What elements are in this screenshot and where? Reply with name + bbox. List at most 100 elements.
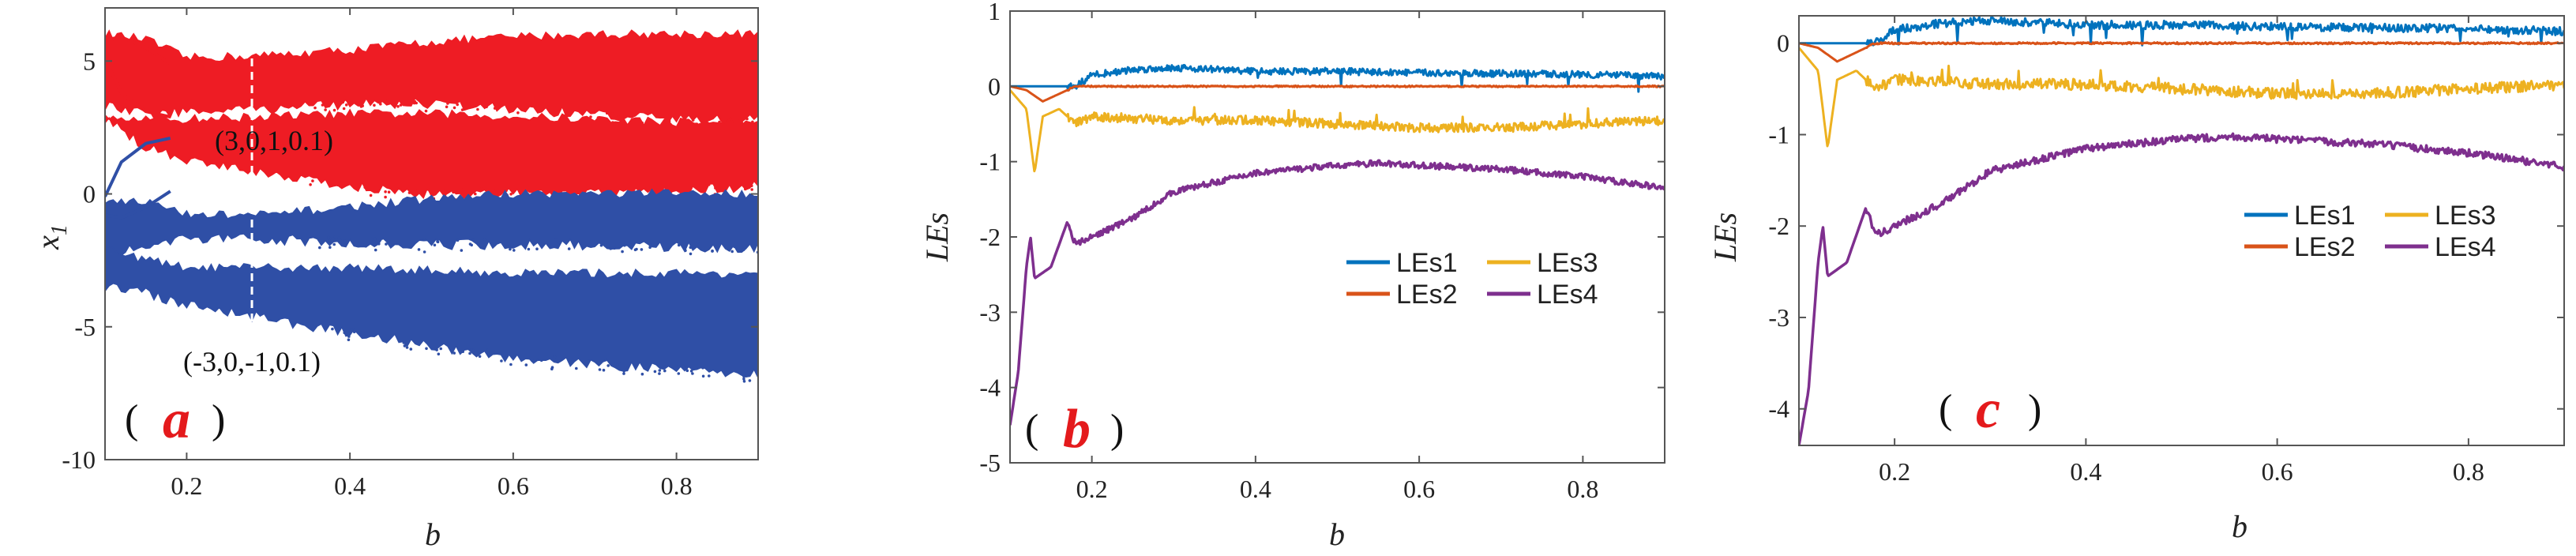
bifurcation-point-red	[492, 188, 495, 191]
bifurcation-point-red	[386, 99, 389, 102]
bifurcation-point-blue	[359, 331, 362, 334]
series-line-les2	[1010, 84, 1665, 103]
bifurcation-point-red	[520, 104, 524, 108]
bifurcation-point-blue	[623, 243, 626, 247]
bifurcation-point-red	[703, 187, 706, 190]
bifurcation-point-red	[399, 103, 403, 107]
bifurcation-point-red	[424, 109, 428, 113]
panel-c-ytick-label: -2	[1768, 212, 1789, 240]
bifurcation-point-blue	[486, 348, 490, 351]
bifurcation-point-red	[426, 188, 430, 191]
bifurcation-point-red	[617, 115, 620, 118]
bifurcation-point-blue	[616, 363, 619, 366]
bifurcation-point-red	[412, 193, 416, 197]
bifurcation-point-red	[509, 193, 513, 196]
legend-c-label-les4: LEs4	[2435, 232, 2496, 262]
bifurcation-point-blue	[553, 355, 557, 359]
bifurcation-point-red	[445, 105, 449, 109]
bifurcation-point-red	[692, 184, 696, 187]
bifurcation-point-red	[460, 108, 464, 111]
bifurcation-point-red	[589, 115, 592, 118]
series-line-les2	[1799, 41, 2564, 63]
bifurcation-point-blue	[377, 242, 381, 246]
bifurcation-point-red	[723, 113, 726, 116]
panel-c-xtick-label: 0.6	[2262, 457, 2293, 486]
bifurcation-point-blue	[623, 366, 627, 369]
bifurcation-point-blue	[456, 239, 460, 242]
bifurcation-point-blue	[422, 250, 426, 254]
bifurcation-point-blue	[385, 242, 388, 246]
bifurcation-point-red	[373, 103, 376, 107]
bifurcation-point-blue	[691, 372, 694, 375]
bifurcation-point-red	[356, 102, 359, 106]
bifurcation-point-red	[356, 182, 360, 186]
legend-b-label-les2: LEs2	[1396, 280, 1458, 310]
bifurcation-point-red	[717, 114, 721, 118]
bifurcation-branch-red	[105, 58, 171, 118]
bifurcation-point-blue	[332, 242, 336, 246]
bifurcation-point-red	[745, 117, 749, 121]
bifurcation-point-red	[396, 105, 400, 108]
bifurcation-point-red	[324, 108, 327, 111]
panel-b-xtick-label: 0.2	[1076, 475, 1108, 503]
bifurcation-point-blue	[308, 325, 312, 329]
panel-c: 0.2 0.4 0.6 0.8 0 -1 -2 -3 -4 b LEs LEs1 LEs3 LE…	[1707, 15, 2565, 544]
bifurcation-point-blue	[343, 243, 346, 246]
bifurcation-point-red	[412, 101, 416, 105]
panel-b-ytick-label: -3	[979, 298, 1001, 326]
bifurcation-point-blue	[606, 364, 610, 367]
bifurcation-point-red	[387, 190, 391, 193]
bifurcation-point-red	[603, 108, 607, 112]
bifurcation-point-blue	[742, 375, 745, 378]
bifurcation-point-blue	[742, 248, 745, 252]
bifurcation-point-blue	[677, 243, 681, 247]
bifurcation-point-red	[311, 179, 314, 182]
bifurcation-branch-red	[105, 35, 171, 66]
bifurcation-point-blue	[604, 358, 608, 362]
panel-a-ytick-label: -10	[62, 445, 96, 474]
bifurcation-point-red	[384, 190, 387, 193]
bifurcation-point-red	[610, 112, 614, 115]
bifurcation-point-blue	[460, 249, 464, 252]
panel-b: 0.2 0.4 0.6 0.8 1 0 -1 -2 -3 -4 -5 b LEs LEs1 LEs3…	[919, 0, 1665, 552]
panel-c-ytick-label: -4	[1768, 395, 1789, 423]
panel-b-xtick-label: 0.6	[1403, 475, 1435, 503]
bifurcation-point-blue	[613, 246, 616, 250]
bifurcation-point-red	[567, 190, 570, 193]
bifurcation-point-red	[565, 111, 568, 115]
bifurcation-point-blue	[684, 249, 687, 253]
bifurcation-point-blue	[510, 243, 514, 246]
bifurcation-point-blue	[527, 247, 531, 251]
bifurcation-point-red	[691, 118, 695, 122]
bifurcation-point-blue	[435, 348, 438, 351]
legend-b-label-les3: LEs3	[1537, 248, 1598, 278]
panel-c-axes-box	[1798, 15, 2565, 446]
bifurcation-point-red	[452, 190, 455, 194]
bifurcation-point-blue	[664, 248, 668, 252]
bifurcation-point-blue	[531, 359, 534, 363]
bifurcation-point-red	[344, 103, 348, 107]
bifurcation-point-blue	[327, 235, 330, 239]
bifurcation-point-blue	[468, 242, 472, 246]
bifurcation-point-blue	[509, 247, 512, 251]
bifurcation-point-blue	[602, 368, 606, 372]
bifurcation-point-red	[384, 195, 387, 199]
bifurcation-point-red	[700, 187, 704, 191]
bifurcation-point-blue	[612, 362, 616, 365]
legend-b-label-les1: LEs1	[1396, 248, 1458, 278]
bifurcation-point-blue	[509, 363, 513, 366]
bifurcation-point-blue	[500, 359, 503, 363]
bifurcation-point-blue	[483, 238, 486, 241]
bifurcation-point-blue	[347, 335, 351, 338]
bifurcation-point-blue	[621, 250, 624, 254]
panel-a-ylabel-main: x	[30, 235, 66, 250]
panel-c-legend: LEs1 LEs3 LEs2 LEs4	[2244, 201, 2496, 262]
bifurcation-point-blue	[733, 245, 736, 249]
bifurcation-branch-blue	[105, 136, 171, 197]
panel-b-ytick-label: 0	[988, 72, 1001, 100]
bifurcation-point-red	[336, 183, 340, 186]
bifurcation-point-blue	[697, 240, 700, 244]
bifurcation-point-blue	[677, 372, 681, 375]
panel-c-paren-close: )	[2028, 387, 2041, 432]
bifurcation-point-blue	[689, 252, 693, 256]
